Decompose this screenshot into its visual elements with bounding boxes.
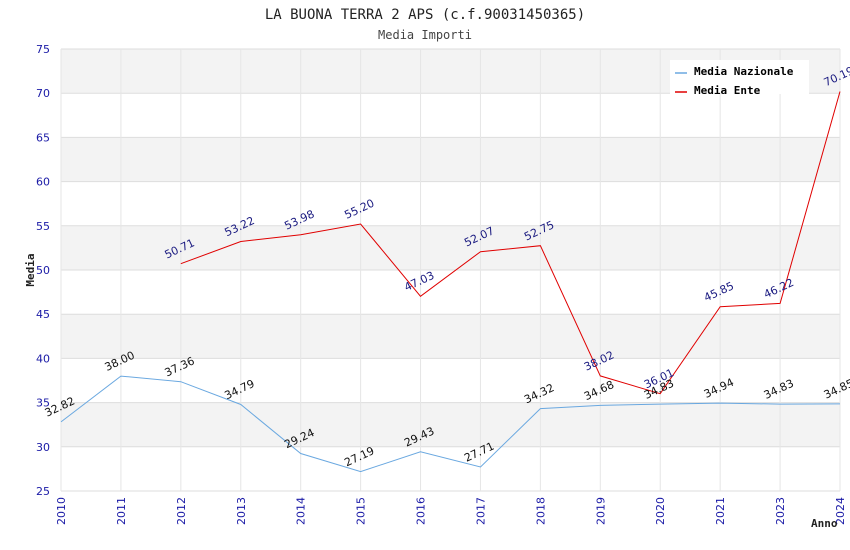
- x-axis-ticks: 2010 2011 2012 2013 2014 2015 2016 2017 2018 2019…: [55, 497, 847, 525]
- legend: Media Nazionale Media Ente: [670, 60, 809, 97]
- series-line-media-ente: [180, 91, 841, 395]
- y-tick-label: 40: [36, 352, 50, 365]
- x-tick-label: 2019: [594, 497, 607, 525]
- chart-subtitle: Media Importi: [378, 28, 472, 42]
- x-tick-label: 2024: [834, 497, 847, 525]
- y-tick-label: 65: [36, 131, 50, 144]
- plot-band: [61, 225, 840, 270]
- gridlines: [60, 48, 841, 492]
- x-tick-label: 2011: [115, 497, 128, 525]
- plot-band: [61, 137, 840, 182]
- chart-title: LA BUONA TERRA 2 APS (c.f.90031450365): [265, 7, 585, 23]
- y-axis-label: Media: [24, 253, 37, 286]
- series-lines: [60, 91, 841, 473]
- x-axis-label: Anno: [811, 517, 838, 530]
- plot-band: [61, 446, 840, 491]
- plot-band: [61, 270, 840, 315]
- series-line-media-nazionale: [60, 375, 841, 473]
- y-tick-label: 25: [36, 485, 50, 498]
- y-tick-label: 35: [36, 397, 50, 410]
- plot-band: [61, 402, 840, 447]
- x-tick-label: 2015: [355, 497, 368, 525]
- plot-band: [61, 93, 840, 138]
- y-tick-label: 75: [36, 43, 50, 56]
- x-tick-label: 2018: [534, 497, 547, 525]
- y-tick-label: 30: [36, 441, 50, 454]
- y-tick-label: 60: [36, 176, 50, 189]
- x-tick-label: 2013: [235, 497, 248, 525]
- legend-box: [670, 60, 809, 94]
- x-tick-label: 2023: [774, 497, 787, 525]
- x-tick-label: 2014: [295, 497, 308, 525]
- y-tick-label: 45: [36, 308, 50, 321]
- x-tick-label: 2016: [415, 497, 428, 525]
- x-tick-label: 2020: [654, 497, 667, 525]
- plot-band: [61, 314, 840, 359]
- x-tick-label: 2012: [175, 497, 188, 525]
- legend-label-media-ente: Media Ente: [694, 84, 761, 97]
- plot-band: [61, 358, 840, 403]
- plot-band: [61, 181, 840, 226]
- x-tick-label: 2010: [55, 497, 68, 525]
- x-tick-label: 2021: [714, 497, 727, 525]
- legend-label-media-nazionale: Media Nazionale: [694, 65, 794, 78]
- y-tick-label: 55: [36, 220, 50, 233]
- y-axis-ticks: 25 30 35 40 45 50 55 60 65 70 75: [36, 43, 50, 498]
- x-tick-label: 2017: [474, 497, 487, 525]
- y-tick-label: 70: [36, 87, 50, 100]
- y-tick-label: 50: [36, 264, 50, 277]
